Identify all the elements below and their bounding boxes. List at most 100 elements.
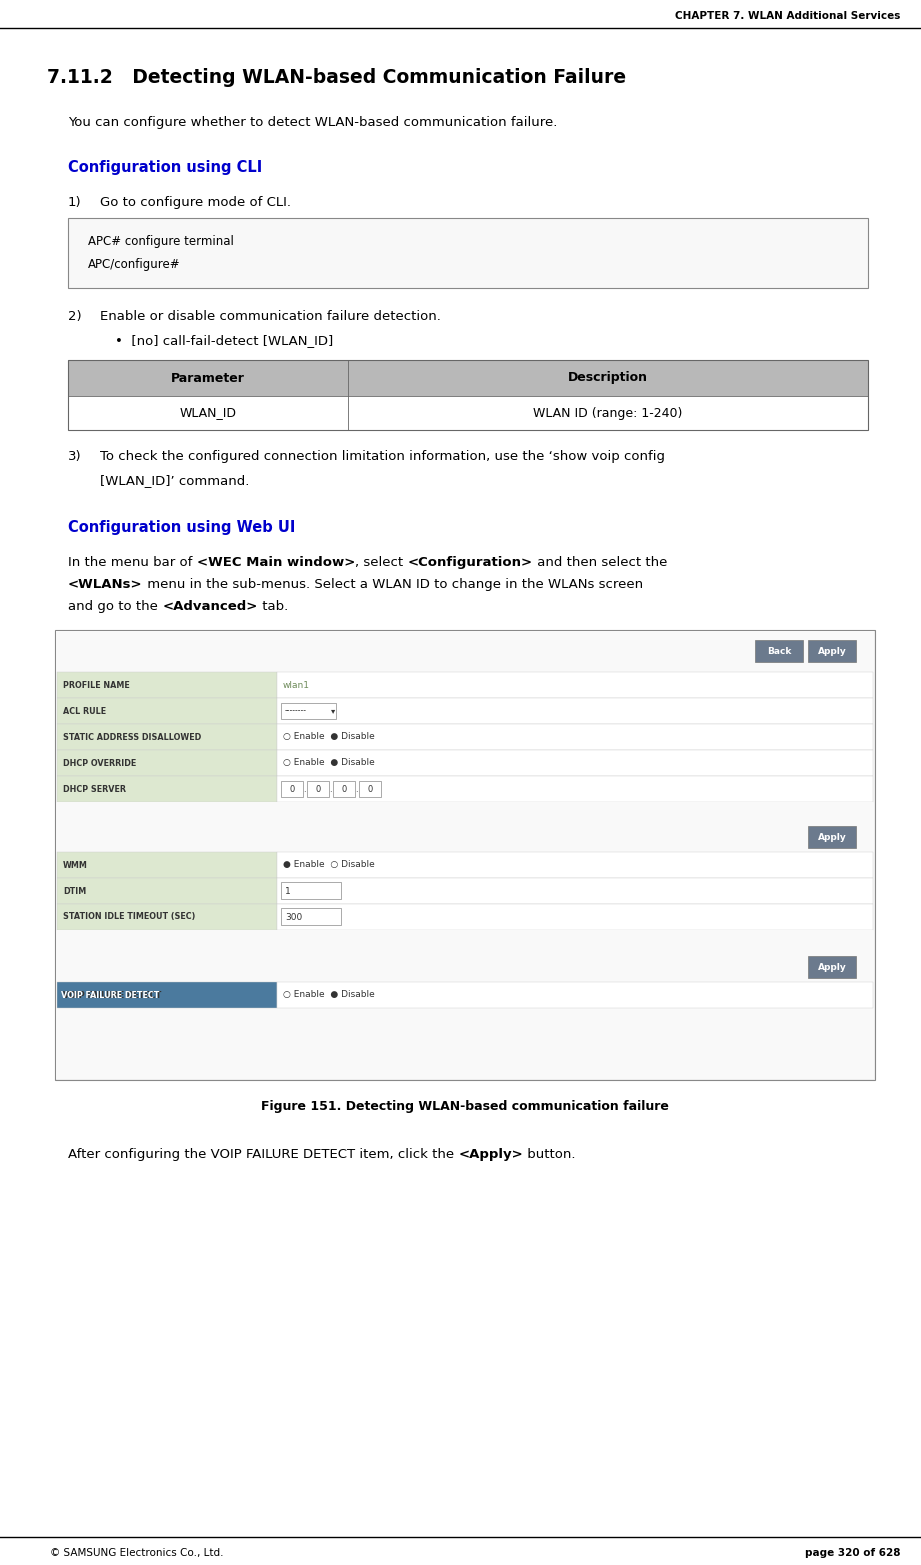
Text: .: . <box>329 784 332 793</box>
Text: ACL RULE: ACL RULE <box>63 706 106 715</box>
Text: Figure 151. Detecting WLAN-based communication failure: Figure 151. Detecting WLAN-based communi… <box>261 1100 669 1113</box>
Text: .: . <box>303 784 306 793</box>
Bar <box>57 851 277 878</box>
Text: DHCP SERVER: DHCP SERVER <box>63 784 126 793</box>
Text: [WLAN_ID]’ command.: [WLAN_ID]’ command. <box>100 474 250 487</box>
Bar <box>281 703 336 718</box>
Bar <box>359 781 381 797</box>
Bar <box>277 878 873 905</box>
Text: To check the configured connection limitation information, use the ‘show voip co: To check the configured connection limit… <box>100 451 665 463</box>
Bar <box>307 781 329 797</box>
Text: ○ Enable  ● Disable: ○ Enable ● Disable <box>283 759 375 767</box>
Text: WLAN ID (range: 1-240): WLAN ID (range: 1-240) <box>533 407 682 419</box>
Text: , select: , select <box>355 556 407 570</box>
Text: Configuration using CLI: Configuration using CLI <box>68 160 262 175</box>
Text: --------: -------- <box>285 706 307 715</box>
Bar <box>57 698 277 725</box>
Text: tab.: tab. <box>258 599 287 613</box>
Text: STATIC ADDRESS DISALLOWED: STATIC ADDRESS DISALLOWED <box>63 732 202 742</box>
Text: 7.11.2   Detecting WLAN-based Communication Failure: 7.11.2 Detecting WLAN-based Communicatio… <box>47 67 626 88</box>
Text: CHAPTER 7. WLAN Additional Services: CHAPTER 7. WLAN Additional Services <box>674 11 900 20</box>
Text: 3): 3) <box>68 451 82 463</box>
Bar <box>808 640 856 662</box>
Text: Apply: Apply <box>818 833 846 842</box>
Bar <box>57 905 277 930</box>
Text: 0: 0 <box>342 784 346 793</box>
Bar <box>333 781 355 797</box>
Bar <box>68 396 868 430</box>
Text: APC# configure terminal: APC# configure terminal <box>88 235 234 247</box>
Text: 2): 2) <box>68 310 82 322</box>
Text: ● Enable  ○ Disable: ● Enable ○ Disable <box>283 861 375 870</box>
Bar <box>57 671 277 698</box>
Text: Go to configure mode of CLI.: Go to configure mode of CLI. <box>100 196 291 210</box>
Text: VOIP FAILURE DETECT: VOIP FAILURE DETECT <box>63 991 161 1000</box>
Text: <WLANs>: <WLANs> <box>68 577 143 592</box>
Bar <box>57 930 873 981</box>
Bar <box>68 360 868 396</box>
Text: Apply: Apply <box>818 962 846 972</box>
Text: STATION IDLE TIMEOUT (SEC): STATION IDLE TIMEOUT (SEC) <box>63 912 195 922</box>
Text: VOIP FAILURE DETECT: VOIP FAILURE DETECT <box>61 991 159 1000</box>
Text: After configuring the VOIP FAILURE DETECT item, click the: After configuring the VOIP FAILURE DETEC… <box>68 1149 459 1161</box>
Text: button.: button. <box>523 1149 576 1161</box>
Bar <box>277 725 873 750</box>
Text: menu in the sub-menus. Select a WLAN ID to change in the WLANs screen: menu in the sub-menus. Select a WLAN ID … <box>143 577 643 592</box>
Bar <box>57 981 277 1008</box>
Bar <box>277 750 873 776</box>
Bar <box>277 776 873 801</box>
Text: Description: Description <box>568 371 648 385</box>
Text: <Advanced>: <Advanced> <box>162 599 258 613</box>
Text: .: . <box>355 784 357 793</box>
Text: <Apply>: <Apply> <box>459 1149 523 1161</box>
Text: PROFILE NAME: PROFILE NAME <box>63 681 130 690</box>
Text: DHCP OVERRIDE: DHCP OVERRIDE <box>63 759 136 767</box>
Bar <box>277 698 873 725</box>
Text: APC/configure#: APC/configure# <box>88 258 181 271</box>
Text: ○ Enable  ● Disable: ○ Enable ● Disable <box>283 732 375 742</box>
Text: Configuration using Web UI: Configuration using Web UI <box>68 520 296 535</box>
Bar <box>281 883 341 898</box>
Text: •  [no] call-fail-detect [WLAN_ID]: • [no] call-fail-detect [WLAN_ID] <box>115 333 333 347</box>
Bar <box>277 671 873 698</box>
Bar <box>57 776 277 801</box>
Text: 0: 0 <box>367 784 373 793</box>
Text: Enable or disable communication failure detection.: Enable or disable communication failure … <box>100 310 441 322</box>
Bar <box>277 851 873 878</box>
Bar <box>56 631 874 1078</box>
Bar <box>808 826 856 848</box>
Text: © SAMSUNG Electronics Co., Ltd.: © SAMSUNG Electronics Co., Ltd. <box>50 1548 224 1559</box>
Text: WLAN_ID: WLAN_ID <box>180 407 237 419</box>
Text: Back: Back <box>767 646 791 656</box>
Text: 300: 300 <box>285 912 302 922</box>
Bar <box>68 360 868 430</box>
Text: WMM: WMM <box>63 861 87 870</box>
Bar <box>281 908 341 925</box>
Text: In the menu bar of: In the menu bar of <box>68 556 196 570</box>
Text: 0: 0 <box>315 784 321 793</box>
Text: and go to the: and go to the <box>68 599 162 613</box>
Bar <box>281 781 303 797</box>
Bar <box>277 981 873 1008</box>
Bar <box>277 905 873 930</box>
Text: <WEC Main window>: <WEC Main window> <box>196 556 355 570</box>
Bar <box>755 640 803 662</box>
Text: 0: 0 <box>289 784 295 793</box>
Text: page 320 of 628: page 320 of 628 <box>805 1548 900 1559</box>
Bar <box>57 801 873 851</box>
Bar <box>55 631 875 1080</box>
Text: ○ Enable  ● Disable: ○ Enable ● Disable <box>283 991 375 1000</box>
Text: 1: 1 <box>285 886 291 895</box>
Text: 1): 1) <box>68 196 82 210</box>
Bar <box>57 725 277 750</box>
Bar <box>68 218 868 288</box>
Text: wlan1: wlan1 <box>283 681 310 690</box>
Text: Parameter: Parameter <box>171 371 245 385</box>
Bar <box>57 878 277 905</box>
Text: and then select the: and then select the <box>532 556 667 570</box>
Text: <Configuration>: <Configuration> <box>407 556 532 570</box>
Text: DTIM: DTIM <box>63 886 87 895</box>
Text: You can configure whether to detect WLAN-based communication failure.: You can configure whether to detect WLAN… <box>68 116 557 128</box>
Bar <box>808 956 856 978</box>
Text: Apply: Apply <box>818 646 846 656</box>
